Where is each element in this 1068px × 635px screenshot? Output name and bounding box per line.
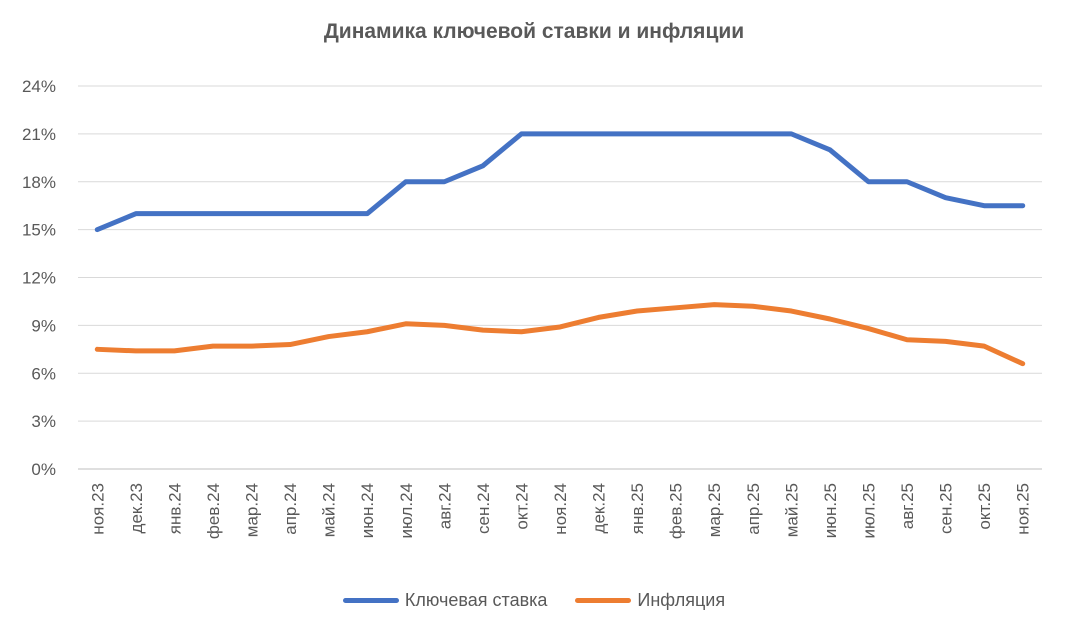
legend-label: Инфляция: [637, 590, 726, 610]
y-tick-label: 12%: [22, 269, 56, 288]
x-tick-label: сен.25: [937, 483, 956, 534]
y-tick-label: 6%: [31, 364, 56, 383]
legend-label: Ключевая ставка: [404, 590, 548, 610]
y-tick-label: 9%: [31, 316, 56, 335]
x-tick-label: июн.25: [821, 483, 840, 538]
series-line-inflation: [94, 302, 1026, 367]
x-tick-label: апр.25: [744, 483, 763, 535]
x-tick-label: окт.25: [975, 483, 994, 530]
x-tick-label: ноя.25: [1014, 483, 1033, 535]
x-tick-label: ноя.24: [551, 483, 570, 535]
x-tick-label: янв.25: [628, 483, 647, 534]
y-tick-label: 18%: [22, 173, 56, 192]
x-tick-label: май.25: [782, 483, 801, 537]
series-line-key-rate: [94, 131, 1026, 233]
y-tick-label: 0%: [31, 460, 56, 479]
x-tick-label: авг.24: [435, 483, 454, 529]
x-tick-label: мар.24: [243, 483, 262, 537]
x-tick-label: апр.24: [281, 483, 300, 535]
x-tick-label: мар.25: [705, 483, 724, 537]
x-tick-label: авг.25: [898, 483, 917, 529]
y-tick-label: 24%: [22, 77, 56, 96]
x-tick-label: янв.24: [165, 483, 184, 534]
x-tick-label: сен.24: [474, 483, 493, 534]
y-tick-label: 21%: [22, 125, 56, 144]
legend-item: Ключевая ставка: [342, 590, 548, 611]
legend: Ключевая ставка Инфляция: [0, 590, 1068, 611]
x-tick-label: июл.24: [397, 483, 416, 538]
x-tick-label: май.24: [320, 483, 339, 537]
y-tick-label: 3%: [31, 412, 56, 431]
x-tick-label: дек.23: [127, 483, 146, 533]
x-tick-label: дек.24: [590, 483, 609, 533]
x-tick-label: июл.25: [859, 483, 878, 538]
x-tick-label: фев.24: [204, 483, 223, 539]
legend-swatch: [342, 598, 399, 603]
legend-item: Инфляция: [575, 590, 725, 611]
legend-swatch: [575, 598, 632, 603]
x-tick-label: фев.25: [667, 483, 686, 539]
x-tick-label: ноя.23: [88, 483, 107, 535]
x-tick-label: окт.24: [512, 483, 531, 530]
x-tick-label: июн.24: [358, 483, 377, 538]
y-tick-label: 15%: [22, 221, 56, 240]
chart-title: Динамика ключевой ставки и инфляции: [323, 20, 745, 43]
